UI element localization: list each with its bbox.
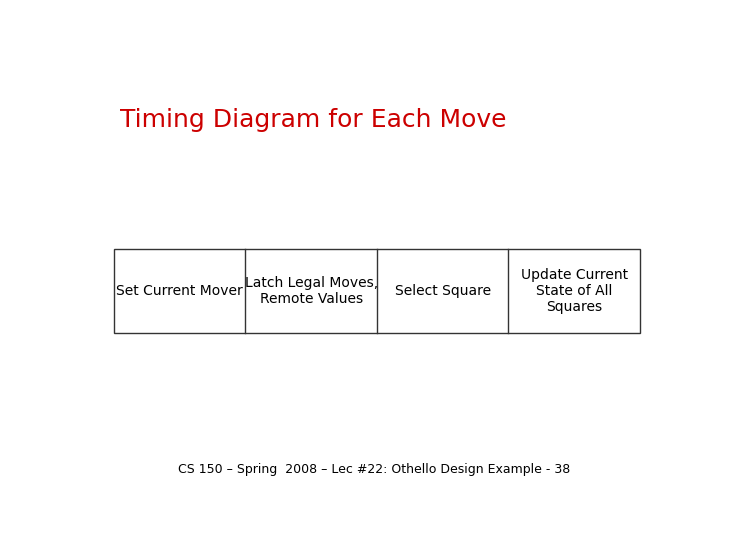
Text: Timing Diagram for Each Move: Timing Diagram for Each Move (120, 108, 506, 132)
Text: Set Current Mover: Set Current Mover (116, 284, 243, 298)
Text: Select Square: Select Square (395, 284, 491, 298)
Text: Update Current
State of All
Squares: Update Current State of All Squares (520, 268, 628, 314)
Text: CS 150 – Spring  2008 – Lec #22: Othello Design Example - 38: CS 150 – Spring 2008 – Lec #22: Othello … (178, 463, 570, 476)
Text: Latch Legal Moves,
Remote Values: Latch Legal Moves, Remote Values (245, 276, 377, 306)
